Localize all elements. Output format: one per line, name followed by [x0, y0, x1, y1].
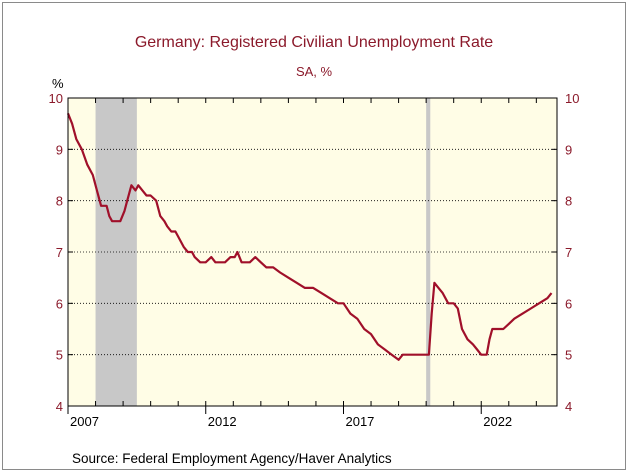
x-tick-label: 2017: [345, 414, 374, 429]
y-tick-label-left: 9: [56, 142, 63, 157]
y-tick-label-left: 6: [56, 296, 63, 311]
y-tick-label-right: 5: [565, 348, 572, 363]
y-tick-label-right: 7: [565, 245, 572, 260]
y-tick-label-left: 5: [56, 348, 63, 363]
plot-border: [67, 97, 558, 407]
y-tick-label-right: 6: [565, 296, 572, 311]
y-unit-label: %: [52, 76, 64, 91]
y-tick-label-left: 4: [56, 399, 63, 414]
y-tick-label-left: 7: [56, 245, 63, 260]
x-tick-label: 2022: [483, 414, 512, 429]
series-layer: [66, 112, 553, 361]
series-line-0: [66, 112, 553, 361]
y-tick-label-right: 10: [565, 91, 579, 106]
y-tick-label-right: 8: [565, 194, 572, 209]
chart-title: Germany: Registered Civilian Unemploymen…: [134, 34, 494, 51]
y-tick-label-right: 9: [565, 142, 572, 157]
source-note: Source: Federal Employment Agency/Haver …: [72, 451, 392, 466]
axis-labels: 4 4 5 5 6 6 7 7 8 8 9 9 10 10 2007 2012 2017 2022: [49, 91, 580, 429]
x-tick-label: 2007: [70, 414, 99, 429]
plot-area: [68, 98, 557, 406]
x-tick-label: 2012: [208, 414, 237, 429]
gridlines: [68, 148, 557, 356]
chart-subtitle: SA, %: [295, 64, 333, 79]
y-tick-label-right: 4: [565, 399, 572, 414]
y-tick-label-left: 8: [56, 194, 63, 209]
y-tick-label-left: 10: [49, 91, 63, 106]
